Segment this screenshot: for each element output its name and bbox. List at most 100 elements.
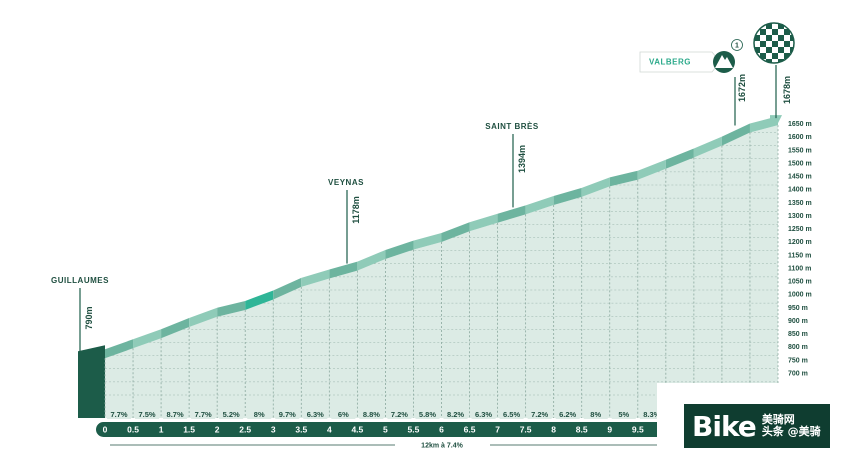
ribbon-segment-4.5 [357,250,386,271]
kom-category-badge [731,39,743,51]
ribbon-summit-cap [770,115,782,126]
x-tick-label: 7.5 [520,425,532,435]
gradient-label: 6.2% [559,410,576,419]
profile-fill [78,125,778,419]
gradient-label: 6.3% [307,410,324,419]
gradient-label-bg [135,408,160,419]
y-tick-label: 900 m [788,318,808,325]
y-tick-label: 1650 m [788,121,812,128]
gradient-label-bg [443,408,468,419]
gradient-label-bg [331,408,356,419]
gradient-label: 7.5% [139,410,156,419]
gradient-labels: 7.7% 7.5% 8.7% 7.7% 5.2% 8% 9.7% 6.3% 6% 8.8% 7.2%… [107,408,664,419]
gradient-label-bg [415,408,440,419]
y-tick-label: 750 m [788,357,808,364]
gradient-label-bg [163,408,188,419]
x-tick-label: 0.5 [127,425,139,435]
gradient-label: 7.2% [531,410,548,419]
watermark-text: Bike [692,409,757,443]
marker-name-valberg: VALBERG [649,58,691,67]
finish-flag-square [772,53,778,59]
gradient-label-bg [303,408,328,419]
gradient-label-bg [191,408,216,419]
ribbon-segment-2.5 [245,290,274,310]
y-tick-label: 1550 m [788,147,812,154]
ribbon-segment-11 [721,123,750,146]
marker-altitude: 1178m [351,196,361,224]
y-tick-label: 1250 m [788,226,812,233]
ribbon-segment-3 [273,277,302,300]
gradient-label-bg [387,408,412,419]
ribbon-segment-8 [553,187,582,205]
gradient-label: 8% [590,410,601,419]
marker-name: SAINT BRÈS [485,122,539,131]
ribbon-segment-7 [497,205,526,223]
marker-name: VEYNAS [328,178,364,187]
gradient-label-bg [583,408,608,419]
grid-lines [104,125,779,418]
gradient-label: 5.8% [419,410,436,419]
gradient-label-bg [527,408,552,419]
ribbon-segment-6.5 [469,213,498,232]
gradient-label: 6% [338,410,349,419]
gradient-label-bg [611,408,636,419]
gradient-label: 8% [254,410,265,419]
gradient-label: 7.2% [391,410,408,419]
finish-flag-square [790,59,794,63]
y-tick-label: 800 m [788,344,808,351]
marker-name: GUILLAUMES [51,276,109,285]
x-axis-band [96,422,796,437]
profile-start-block [78,345,105,418]
y-tick-label: 700 m [788,370,808,377]
gradient-label: 7.7% [110,410,127,419]
x-tick-label: 6 [439,425,444,435]
ribbon-segment-1 [161,318,190,339]
y-tick-label: 1050 m [788,279,812,286]
gradient-label: 9.7% [279,410,296,419]
gradient-label-bg [107,408,132,419]
x-tick-label: 7 [495,425,500,435]
gradient-label: 8.7% [167,410,184,419]
x-tick-label: 0 [103,425,108,435]
gradient-label: 6.5% [503,410,520,419]
ribbon-segment-1.5 [189,307,218,328]
finish-flag-square [790,35,794,41]
finish-flag-square [778,23,784,29]
x-tick-label: 8.5 [576,425,588,435]
ribbon-segment-9 [609,170,638,187]
x-tick-label: 4 [327,425,332,435]
gradient-label: 6.3% [475,410,492,419]
finish-flag-square [754,23,760,29]
x-tick-label: 6.5 [464,425,476,435]
summary-text: 12km à 7.4% [421,443,463,450]
x-tick-label: 1.5 [183,425,195,435]
finish-flag-square [772,41,778,47]
ribbon-segment-10 [665,148,694,169]
x-tick-label: 1 [159,425,164,435]
ribbon-segment-3.5 [301,269,330,287]
gradient-label-bg [275,408,300,419]
x-tick-label: 3 [271,425,276,435]
finish-flag-square [760,41,766,47]
ribbon-segment-8.5 [581,177,610,197]
gradient-label: 5.2% [223,410,240,419]
y-tick-label: 1100 m [788,265,811,272]
gradient-label-bg [639,408,664,419]
finish-flag-square [754,47,760,53]
finish-flag-square [784,29,790,35]
y-tick-label: 1400 m [788,187,812,194]
ribbon-segment-9.5 [637,159,666,180]
x-tick-label: 9.5 [632,425,644,435]
ribbon-segment-6 [441,222,470,242]
finish-flag-square [766,59,772,63]
ribbon-segment-5.5 [413,232,442,250]
finish-flag-square [760,53,766,59]
marker-altitude: 790m [84,306,94,329]
x-tick-label: 5.5 [408,425,420,435]
x-tick-label: 5 [383,425,388,435]
gradient-label-bg [359,408,384,419]
y-tick-label: 850 m [788,331,808,338]
ribbon-segment-10.5 [693,136,722,158]
gradient-label-bg [555,408,580,419]
